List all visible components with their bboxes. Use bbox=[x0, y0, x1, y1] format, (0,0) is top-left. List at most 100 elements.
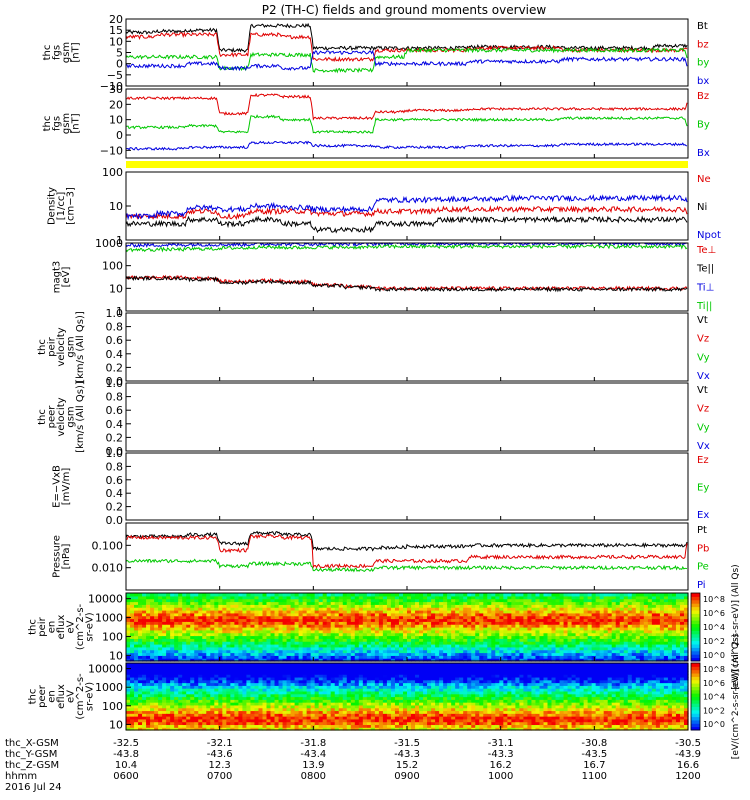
peir-eflux-cell bbox=[543, 604, 549, 608]
peir-eflux-cell bbox=[535, 649, 541, 654]
peir-eflux-cell bbox=[326, 635, 332, 639]
peir-eflux-cell bbox=[503, 649, 508, 654]
peir-eflux-cell bbox=[671, 618, 677, 622]
peir-eflux-cell bbox=[523, 635, 529, 639]
peer-eflux-cell bbox=[178, 674, 183, 678]
peir-eflux-cell bbox=[539, 607, 545, 611]
peir-eflux-cell bbox=[170, 646, 175, 651]
peer-eflux-cell bbox=[194, 696, 199, 700]
peir-eflux-cell bbox=[226, 621, 231, 625]
peir-eflux-cell bbox=[479, 655, 484, 659]
peer-eflux-cell bbox=[266, 718, 272, 723]
peer-eflux-cell bbox=[210, 710, 215, 714]
peir-eflux-cell bbox=[222, 649, 227, 654]
peir-eflux-cell bbox=[411, 627, 416, 631]
peir-eflux-cell bbox=[479, 649, 484, 654]
peer-eflux-cell bbox=[206, 676, 211, 681]
peir-eflux-cell bbox=[318, 604, 324, 608]
peir-eflux-cell bbox=[266, 658, 272, 662]
peer-eflux-cell bbox=[190, 724, 195, 728]
peer-eflux-cell bbox=[182, 702, 187, 706]
peir-eflux-cell bbox=[142, 598, 147, 603]
peir-eflux-cell bbox=[591, 641, 597, 645]
peir-eflux-cell bbox=[599, 610, 605, 614]
peir-eflux-cell bbox=[579, 658, 585, 662]
peir-eflux-cell bbox=[286, 655, 292, 659]
peer-eflux-cell bbox=[126, 671, 131, 675]
peer-eflux-cell bbox=[246, 699, 252, 703]
peir-eflux-cell bbox=[595, 593, 601, 597]
peir-eflux-cell bbox=[471, 635, 476, 639]
peer-eflux-cell bbox=[142, 727, 147, 731]
peir-eflux-cell bbox=[555, 598, 561, 603]
peir-eflux-cell bbox=[306, 641, 312, 645]
peer-eflux-cell bbox=[346, 696, 352, 700]
peir-eflux-cell bbox=[366, 655, 372, 659]
peer-eflux-cell bbox=[282, 724, 288, 728]
peir-eflux-cell bbox=[126, 644, 131, 648]
peer-eflux-cell bbox=[290, 702, 296, 706]
peir-eflux-cell bbox=[154, 646, 159, 651]
peer-eflux-cell bbox=[306, 676, 312, 681]
peir-eflux-cell bbox=[358, 644, 364, 648]
peer-eflux-cell bbox=[130, 710, 135, 714]
peir-eflux-cell bbox=[126, 655, 131, 659]
peir-eflux-cell bbox=[342, 635, 348, 639]
peir-eflux-cell bbox=[523, 595, 529, 600]
peir-eflux-cell bbox=[262, 607, 268, 611]
peir-eflux-cell bbox=[675, 612, 681, 617]
peer-eflux-cell bbox=[274, 710, 280, 714]
peir-eflux-cell bbox=[459, 610, 464, 614]
peir-eflux-cell bbox=[154, 598, 159, 603]
peer-eflux-cell bbox=[206, 696, 211, 700]
peer-eflux-cell bbox=[214, 710, 219, 714]
peir-eflux-cell bbox=[262, 641, 268, 645]
peir-eflux-cell bbox=[294, 644, 300, 648]
peer-eflux-cell bbox=[274, 704, 280, 709]
peer-eflux-cell bbox=[218, 699, 223, 703]
peir-eflux-cell bbox=[551, 593, 557, 597]
peir-eflux-cell bbox=[190, 598, 195, 603]
peir-eflux-cell bbox=[483, 629, 488, 634]
peir-eflux-cell bbox=[202, 629, 207, 634]
peir-eflux-cell bbox=[499, 635, 504, 639]
peir-eflux-cell bbox=[571, 655, 577, 659]
peir-eflux-cell bbox=[635, 601, 641, 605]
panel-peir-velocity: VtVzVyVx1.00.80.60.40.20.0thcpeirvelocit… bbox=[37, 307, 710, 388]
peir-eflux-cell bbox=[647, 601, 653, 605]
peir-eflux-cell bbox=[298, 607, 304, 611]
fgs-gsm-y-tick-label: −10 bbox=[100, 80, 123, 93]
peer-eflux-cell bbox=[130, 721, 135, 726]
peir-eflux-cell bbox=[663, 641, 669, 645]
peer-eflux-cell bbox=[262, 707, 268, 712]
peer-eflux-cell bbox=[326, 699, 332, 703]
peir-eflux-cell bbox=[234, 624, 239, 628]
peir-eflux-cell bbox=[611, 621, 617, 625]
peir-eflux-cell bbox=[186, 644, 191, 648]
peir-eflux-cell bbox=[238, 604, 244, 608]
peir-eflux-cell bbox=[419, 629, 424, 634]
peir-eflux-cell bbox=[230, 604, 235, 608]
peer-eflux-cell bbox=[150, 707, 155, 712]
peir-eflux-cell bbox=[242, 598, 248, 603]
peir-eflux-cell bbox=[431, 638, 436, 642]
peir-eflux-cell bbox=[290, 632, 296, 637]
peir-eflux-cell bbox=[635, 652, 641, 656]
peir-eflux-cell bbox=[659, 618, 665, 622]
peir-eflux-cell bbox=[306, 644, 312, 648]
peir-eflux-cell bbox=[407, 629, 412, 634]
peir-eflux-cell bbox=[527, 610, 533, 614]
peer-eflux-cell bbox=[146, 707, 151, 712]
peir-eflux-cell bbox=[591, 593, 597, 597]
peir-eflux-cell bbox=[675, 627, 681, 631]
peir-eflux-cell bbox=[523, 644, 529, 648]
peer-eflux-cell bbox=[146, 724, 151, 728]
peer-eflux-cell bbox=[166, 713, 171, 717]
peir-velocity-y-label: gsm bbox=[66, 336, 77, 357]
peir-eflux-cell bbox=[162, 607, 167, 611]
peer-eflux-cell bbox=[154, 727, 159, 731]
peir-eflux-cell bbox=[302, 638, 308, 642]
peir-eflux-cell bbox=[166, 607, 171, 611]
peir-eflux-cell bbox=[130, 629, 135, 634]
